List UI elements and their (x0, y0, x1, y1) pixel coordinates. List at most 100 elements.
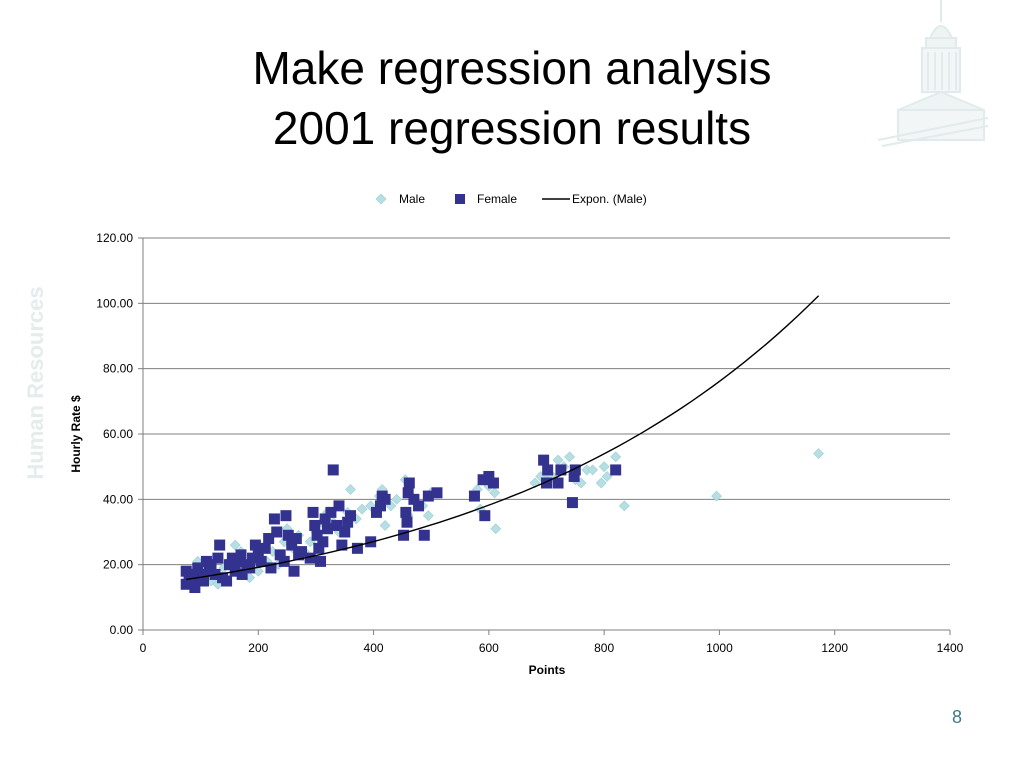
female-point (401, 516, 413, 528)
male-point (564, 451, 575, 463)
trendline-expon-male (186, 295, 820, 581)
capitol-dome-icon (877, 0, 988, 147)
female-point (333, 500, 345, 512)
female-point (307, 506, 319, 518)
female-point (263, 533, 275, 545)
male-point (610, 451, 622, 463)
female-point (189, 582, 201, 594)
female-point (431, 487, 443, 499)
female-point (400, 506, 412, 518)
y-tick-label: 20.00 (103, 558, 133, 572)
female-point (221, 575, 233, 587)
legend-female-label: Female (477, 192, 517, 206)
y-axis-title: Hourly Rate $ (69, 395, 83, 473)
gridlines (143, 237, 950, 631)
female-point (244, 562, 256, 574)
male-point (422, 510, 434, 522)
female-point (309, 519, 321, 531)
male-point (595, 477, 607, 489)
female-point (271, 526, 283, 538)
female-point (487, 477, 499, 489)
female-point (195, 568, 207, 580)
female-point (422, 490, 434, 502)
female-point (286, 539, 298, 551)
female-point (304, 552, 316, 564)
female-point (403, 477, 415, 489)
female-point (236, 568, 248, 580)
male-point (229, 539, 241, 551)
male-point (345, 484, 356, 495)
slide-title: Make regression analysis 2001 regression… (0, 38, 1024, 158)
female-point (483, 470, 495, 482)
female-point (477, 474, 489, 486)
legend-male-label: Male (399, 192, 425, 206)
female-point (402, 487, 414, 499)
female-point (336, 539, 348, 551)
female-point (541, 477, 552, 489)
female-point (278, 555, 290, 567)
female-point (327, 464, 339, 476)
male-point (618, 500, 630, 512)
female-point (290, 533, 302, 545)
legend: Male Female Expon. (Male) (375, 192, 647, 206)
y-tick-label: 120.00 (96, 231, 133, 245)
legend-female-marker (455, 194, 465, 204)
x-tick-label: 1000 (706, 641, 733, 655)
female-point (418, 529, 430, 541)
female-point (413, 500, 425, 512)
female-point (235, 549, 247, 561)
slide-title-line-1: Make regression analysis (252, 42, 772, 94)
y-tick-label: 80.00 (103, 362, 133, 376)
female-point (468, 490, 480, 502)
female-point (274, 549, 286, 561)
female-point (555, 464, 567, 476)
male-point (813, 448, 824, 460)
trendline (186, 295, 820, 581)
female-point (408, 493, 420, 505)
male-point (490, 523, 502, 535)
y-tick-label: 60.00 (103, 427, 133, 441)
y-tick-label: 100.00 (96, 296, 133, 310)
female-point (538, 454, 550, 466)
female-point (339, 526, 351, 538)
female-point (331, 519, 343, 531)
female-point (566, 497, 578, 509)
female-point (610, 464, 622, 476)
female-point (370, 506, 382, 518)
female-point (317, 536, 329, 548)
x-tick-label: 0 (140, 641, 147, 655)
female-point (552, 477, 564, 489)
female-point (205, 559, 217, 571)
female-point (203, 565, 215, 577)
female-point (398, 529, 410, 541)
female-point (342, 516, 354, 528)
female-point (282, 529, 294, 541)
female-point (374, 500, 386, 512)
x-tick-label: 1400 (937, 641, 964, 655)
female-point (315, 555, 327, 567)
y-tick-label: 40.00 (103, 492, 133, 506)
y-tick-label: 0.00 (110, 623, 134, 637)
female-point (479, 510, 491, 522)
female-point (212, 552, 224, 564)
female-point (214, 539, 226, 551)
female-point (311, 529, 323, 541)
male-point (356, 503, 368, 515)
female-point (319, 513, 331, 525)
female-point (198, 575, 210, 587)
female-point (249, 539, 261, 551)
x-tick-label: 600 (479, 641, 499, 655)
female-point (259, 542, 271, 554)
x-tick-label: 800 (594, 641, 614, 655)
female-point (232, 555, 244, 567)
female-point (321, 523, 333, 535)
male-point (489, 487, 501, 499)
legend-trend-label: Expon. (Male) (572, 192, 647, 206)
male-point (379, 520, 391, 531)
x-tick-label: 400 (364, 641, 384, 655)
female-point (325, 506, 337, 518)
female-point (351, 542, 363, 554)
x-axis-title: Points (529, 663, 566, 677)
female-point (180, 578, 192, 590)
